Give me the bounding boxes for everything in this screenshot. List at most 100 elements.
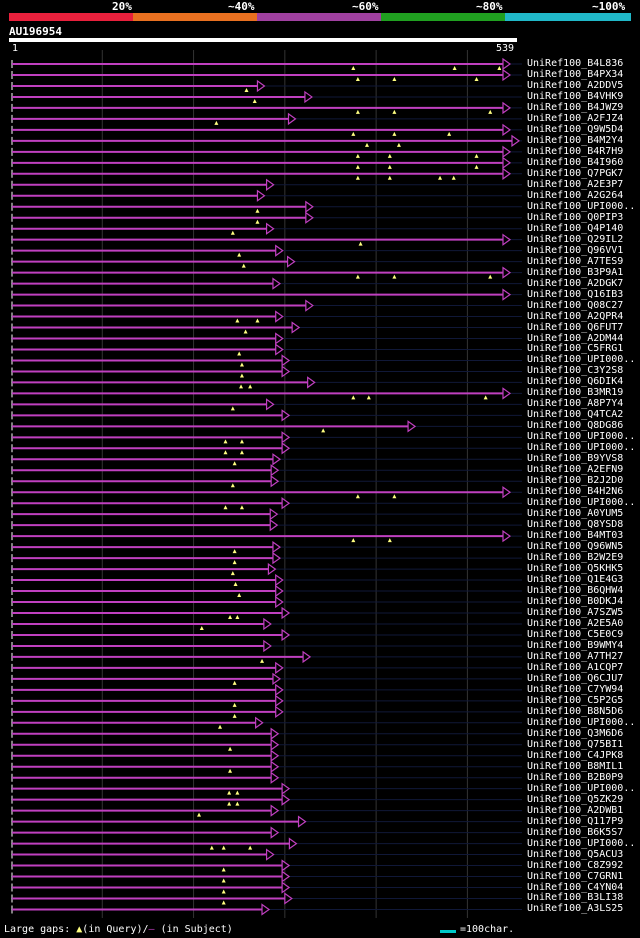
hit-name[interactable]: UniRef100_B8N5D6 — [527, 705, 624, 717]
hit-name[interactable]: UniRef100_UPI000.. — [527, 782, 636, 794]
hit-name[interactable]: UniRef100_UPI000.. — [527, 497, 636, 509]
hit-name[interactable]: UniRef100_A2DM44 — [527, 332, 624, 344]
gap-marker — [237, 351, 242, 356]
hit-name[interactable]: UniRef100_Q8DG86 — [527, 420, 624, 432]
hit-arrow — [265, 178, 275, 191]
hit-name[interactable]: UniRef100_Q117P9 — [527, 815, 624, 827]
hit-name[interactable]: UniRef100_A2DGK7 — [527, 277, 624, 289]
hit-name[interactable]: UniRef100_A2DWB1 — [527, 804, 624, 816]
hit-name[interactable]: UniRef100_A7TH27 — [527, 650, 624, 662]
hit-name[interactable]: UniRef100_Q6CJU7 — [527, 672, 624, 684]
hit-name[interactable]: UniRef100_B4L836 — [527, 58, 624, 69]
scale-label-80: ~80% — [476, 0, 503, 13]
hit-name[interactable]: UniRef100_Q7PGK7 — [527, 167, 624, 179]
hit-name[interactable]: UniRef100_A2QPR4 — [527, 310, 624, 322]
hit-name[interactable]: UniRef100_B3P9A1 — [527, 266, 624, 278]
gap-marker — [355, 175, 360, 180]
hit-name[interactable]: UniRef100_A2E3P7 — [527, 178, 624, 190]
hit-name[interactable]: UniRef100_C7GRN1 — [527, 870, 624, 882]
hit-name[interactable]: UniRef100_Q3M6D6 — [527, 727, 624, 739]
hit-name[interactable]: UniRef100_A2FJZ4 — [527, 112, 624, 124]
hit-arrow — [272, 277, 282, 290]
hit-name[interactable]: UniRef100_UPI000.. — [527, 431, 636, 443]
hit-name[interactable]: UniRef100_B0DKJ4 — [527, 596, 624, 608]
gap-marker — [351, 131, 356, 136]
hit-name[interactable]: UniRef100_B4MT03 — [527, 530, 624, 542]
scale-label-40: ~40% — [228, 0, 255, 13]
hit-name[interactable]: UniRef100_Q16IB3 — [527, 288, 624, 300]
gap-marker — [221, 878, 226, 883]
hit-name[interactable]: UniRef100_UPI000.. — [527, 837, 636, 849]
hit-arrow — [502, 288, 512, 301]
hit-name[interactable]: UniRef100_UPI000.. — [527, 442, 636, 454]
hit-name[interactable]: UniRef100_Q96WN5 — [527, 541, 624, 553]
hit-name[interactable]: UniRef100_C5E0C9 — [527, 628, 624, 640]
hit-arrow — [502, 123, 512, 137]
hit-name[interactable]: UniRef100_Q4TCA2 — [527, 409, 624, 421]
hit-name[interactable]: UniRef100_Q0PIP3 — [527, 211, 624, 223]
hit-name[interactable]: UniRef100_A2EFN9 — [527, 464, 624, 476]
hit-name[interactable]: UniRef100_B4M2Y4 — [527, 134, 624, 146]
hit-name[interactable]: UniRef100_Q75BI1 — [527, 738, 624, 750]
hit-name[interactable]: UniRef100_A8P7Y4 — [527, 398, 624, 410]
hit-name[interactable]: UniRef100_B6K5S7 — [527, 826, 624, 838]
hit-name[interactable]: UniRef100_Q1E4G3 — [527, 574, 624, 586]
hit-name[interactable]: UniRef100_B2B0P9 — [527, 771, 624, 783]
hit-name[interactable]: UniRef100_C8Z992 — [527, 859, 624, 871]
hit-name[interactable]: UniRef100_C4YN04 — [527, 881, 624, 893]
hit-name[interactable]: UniRef100_Q96VV1 — [527, 244, 624, 256]
hit-name[interactable]: UniRef100_C5P2G5 — [527, 694, 624, 706]
hit-name[interactable]: UniRef100_B3LI38 — [527, 892, 624, 904]
hit-arrow — [275, 661, 284, 675]
hit-name[interactable]: UniRef100_B4PX34 — [527, 68, 624, 80]
hit-name[interactable]: UniRef100_Q29IL2 — [527, 233, 624, 245]
hit-name[interactable]: UniRef100_C5FRG1 — [527, 343, 624, 355]
hit-name[interactable]: UniRef100_A2G264 — [527, 189, 624, 201]
hit-name[interactable]: UniRef100_Q5ACU3 — [527, 848, 624, 860]
hit-arrow — [502, 266, 512, 279]
hit-name[interactable]: UniRef100_C7YW94 — [527, 683, 624, 695]
hit-name[interactable]: UniRef100_A2DDV5 — [527, 79, 624, 91]
hit-name[interactable]: UniRef100_B9WMY4 — [527, 639, 624, 651]
hit-name[interactable]: UniRef100_A0YUM5 — [527, 508, 624, 520]
gap-marker — [239, 439, 244, 444]
hit-name[interactable]: UniRef100_UPI000.. — [527, 716, 636, 728]
hit-name[interactable]: UniRef100_B9YVS8 — [527, 453, 624, 465]
hit-name[interactable]: UniRef100_A2E5A0 — [527, 617, 624, 629]
hit-name[interactable]: UniRef100_Q5KHK5 — [527, 563, 624, 575]
hit-name[interactable]: UniRef100_UPI000.. — [527, 200, 636, 212]
hit-name[interactable]: UniRef100_B4JWZ9 — [527, 101, 624, 113]
hit-name[interactable]: UniRef100_A7TES9 — [527, 255, 624, 267]
gap-marker — [230, 230, 235, 235]
hit-name[interactable]: UniRef100_B8MIL1 — [527, 760, 624, 772]
hit-name[interactable]: UniRef100_UPI000.. — [527, 354, 636, 366]
hit-arrow — [256, 189, 266, 202]
hit-name[interactable]: UniRef100_Q6DIK4 — [527, 376, 624, 388]
gap-marker — [351, 538, 356, 543]
hit-arrow — [270, 771, 280, 784]
hit-name[interactable]: UniRef100_B3MR19 — [527, 387, 624, 399]
hit-name[interactable]: UniRef100_B4VHK9 — [527, 90, 624, 102]
hit-name[interactable]: UniRef100_B2J2D0 — [527, 475, 624, 487]
hit-name[interactable]: UniRef100_B4I960 — [527, 156, 624, 168]
hit-name[interactable]: UniRef100_Q5ZK29 — [527, 793, 624, 805]
hit-name[interactable]: UniRef100_B6QHW4 — [527, 585, 624, 597]
hit-name[interactable]: UniRef100_B4H2N6 — [527, 486, 624, 498]
hit-name[interactable]: UniRef100_C3Y2S8 — [527, 365, 624, 377]
hit-name[interactable]: UniRef100_Q4P140 — [527, 222, 624, 234]
hit-name[interactable]: UniRef100_Q9W5D4 — [527, 123, 624, 135]
hit-name[interactable]: UniRef100_C4JPK8 — [527, 749, 624, 761]
gap-marker — [209, 845, 214, 850]
hit-name[interactable]: UniRef100_B2W2E9 — [527, 552, 624, 564]
gap-marker — [321, 428, 326, 433]
gap-marker — [358, 241, 363, 246]
hit-arrow — [275, 694, 284, 708]
hit-name[interactable]: UniRef100_A7SZW5 — [527, 607, 624, 618]
hit-name[interactable]: UniRef100_Q8YSD8 — [527, 519, 624, 531]
hit-name[interactable]: UniRef100_A3LS25 — [527, 903, 624, 915]
hit-name[interactable]: UniRef100_Q08C27 — [527, 299, 624, 311]
hit-name[interactable]: UniRef100_B4R7H9 — [527, 145, 624, 157]
hit-name[interactable]: UniRef100_A1CQP7 — [527, 661, 624, 673]
hit-name[interactable]: UniRef100_Q6FUT7 — [527, 321, 624, 333]
gap-marker — [214, 120, 219, 125]
